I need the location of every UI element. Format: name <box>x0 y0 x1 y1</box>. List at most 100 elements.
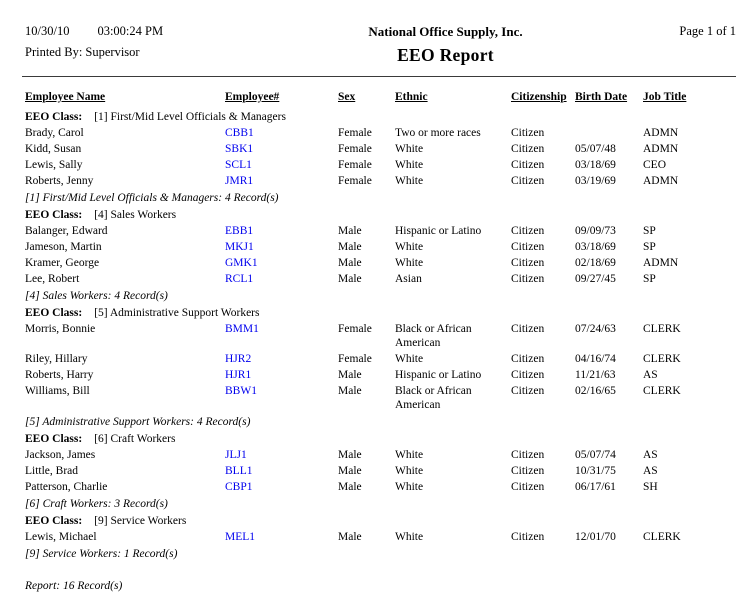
employee-row: Little, Brad BLL1 Male White Citizen 10/31/75… <box>25 463 738 479</box>
employee-number-link[interactable]: CBB1 <box>225 127 254 139</box>
cell-name: Lee, Robert <box>25 273 80 285</box>
employee-row: Balanger, Edward EBB1 Male Hispanic or Lati… <box>25 223 738 239</box>
employee-number-link[interactable]: BMM1 <box>225 323 259 335</box>
eeo-class-label: EEO Class: <box>25 515 83 527</box>
cell-birth-date: 05/07/48 <box>575 143 616 155</box>
eeo-class-label: EEO Class: <box>25 111 83 123</box>
cell-job-title: CLERK <box>643 385 681 397</box>
employee-number-link[interactable]: HJR1 <box>225 369 252 381</box>
cell-ethnic: White <box>395 481 424 493</box>
eeo-class-value: [6] Craft Workers <box>94 433 176 445</box>
eeo-class-header: EEO Class: [5] Administrative Support Wor… <box>25 305 738 321</box>
page-indicator: Page 1 of 1 <box>679 24 736 38</box>
report-header: 10/30/10 03:00:24 PM Printed By: Supervis… <box>25 24 738 66</box>
cell-birth-date: 02/16/65 <box>575 385 616 397</box>
cell-sex: Male <box>338 257 362 269</box>
employee-number-link[interactable]: MKJ1 <box>225 241 254 253</box>
cell-name: Lewis, Michael <box>25 531 97 543</box>
cell-job-title: CLERK <box>643 323 681 335</box>
group-summary: [9] Service Workers: 1 Record(s) <box>25 548 178 560</box>
column-header-citizenship: Citizenship <box>511 91 567 103</box>
column-header-sex: Sex <box>338 91 356 103</box>
cell-ethnic: Two or more races <box>395 127 481 139</box>
eeo-class-value: [5] Administrative Support Workers <box>94 307 260 319</box>
cell-ethnic: White <box>395 143 424 155</box>
cell-name: Roberts, Harry <box>25 369 94 381</box>
cell-citizenship: Citizen <box>511 159 545 171</box>
cell-citizenship: Citizen <box>511 143 545 155</box>
employee-number-link[interactable]: MEL1 <box>225 531 256 543</box>
cell-sex: Female <box>338 323 372 335</box>
cell-ethnic: White <box>395 159 424 171</box>
eeo-class-label: EEO Class: <box>25 209 83 221</box>
cell-citizenship: Citizen <box>511 273 545 285</box>
cell-job-title: ADMN <box>643 257 679 269</box>
employee-number-link[interactable]: JLJ1 <box>225 449 247 461</box>
cell-ethnic: White <box>395 449 424 461</box>
employee-number-link[interactable]: BBW1 <box>225 385 257 397</box>
employee-row: Roberts, Harry HJR1 Male Hispanic or Latino… <box>25 367 738 383</box>
cell-job-title: AS <box>643 465 658 477</box>
cell-name: Morris, Bonnie <box>25 323 96 335</box>
cell-job-title: SP <box>643 241 656 253</box>
cell-ethnic: White <box>395 257 424 269</box>
employee-number-link[interactable]: SBK1 <box>225 143 254 155</box>
cell-sex: Male <box>338 531 362 543</box>
cell-sex: Male <box>338 225 362 237</box>
eeo-class-header: EEO Class: [9] Service Workers <box>25 513 738 529</box>
cell-name: Balanger, Edward <box>25 225 108 237</box>
cell-name: Little, Brad <box>25 465 79 477</box>
employee-number-link[interactable]: BLL1 <box>225 465 253 477</box>
cell-job-title: CLERK <box>643 353 681 365</box>
cell-sex: Female <box>338 175 372 187</box>
cell-birth-date: 12/01/70 <box>575 531 616 543</box>
cell-ethnic: Hispanic or Latino <box>395 225 482 237</box>
print-datetime: 10/30/10 03:00:24 PM <box>25 24 260 39</box>
employee-row: Brady, Carol CBB1 Female Two or more races C… <box>25 125 738 141</box>
cell-sex: Female <box>338 159 372 171</box>
cell-name: Williams, Bill <box>25 385 90 397</box>
employee-number-link[interactable]: SCL1 <box>225 159 252 171</box>
cell-sex: Male <box>338 369 362 381</box>
employee-row: Williams, Bill BBW1 Male Black or African A… <box>25 383 738 413</box>
report-title: EEO Report <box>397 45 494 65</box>
report-titles: National Office Supply, Inc. EEO Report <box>260 24 631 66</box>
cell-job-title: SP <box>643 273 656 285</box>
cell-sex: Female <box>338 127 372 139</box>
printed-by: Printed By: Supervisor <box>25 45 260 60</box>
cell-name: Brady, Carol <box>25 127 84 139</box>
group-summary: [6] Craft Workers: 3 Record(s) <box>25 498 168 510</box>
cell-citizenship: Citizen <box>511 449 545 461</box>
employee-row: Lewis, Sally SCL1 Female White Citizen 03/18/… <box>25 157 738 173</box>
table-header-row: Employee Name Employee# Sex Ethnic Citizensh… <box>25 89 738 105</box>
cell-sex: Male <box>338 449 362 461</box>
employee-number-link[interactable]: EBB1 <box>225 225 254 237</box>
cell-sex: Male <box>338 481 362 493</box>
employee-number-link[interactable]: CBP1 <box>225 481 253 493</box>
eeo-class-value: [9] Service Workers <box>94 515 187 527</box>
cell-citizenship: Citizen <box>511 481 545 493</box>
employee-number-link[interactable]: RCL1 <box>225 273 254 285</box>
employee-number-link[interactable]: GMK1 <box>225 257 258 269</box>
employee-row: Jackson, James JLJ1 Male White Citizen 05/07/… <box>25 447 738 463</box>
cell-sex: Male <box>338 465 362 477</box>
cell-job-title: SH <box>643 481 658 493</box>
employee-row: Kidd, Susan SBK1 Female White Citizen 05/07/4… <box>25 141 738 157</box>
employee-number-link[interactable]: JMR1 <box>225 175 254 187</box>
cell-name: Jackson, James <box>25 449 96 461</box>
cell-sex: Male <box>338 241 362 253</box>
cell-job-title: CEO <box>643 159 666 171</box>
eeo-class-label: EEO Class: <box>25 307 83 319</box>
cell-sex: Male <box>338 273 362 285</box>
cell-citizenship: Citizen <box>511 531 545 543</box>
eeo-class-label: EEO Class: <box>25 433 83 445</box>
cell-birth-date: 03/18/69 <box>575 159 616 171</box>
employee-number-link[interactable]: HJR2 <box>225 353 252 365</box>
column-header-job-title: Job Title <box>643 91 687 103</box>
cell-ethnic: White <box>395 175 424 187</box>
cell-job-title: AS <box>643 369 658 381</box>
cell-name: Riley, Hillary <box>25 353 88 365</box>
eeo-class-value: [1] First/Mid Level Officials & Managers <box>94 111 286 123</box>
cell-birth-date: 06/17/61 <box>575 481 616 493</box>
cell-citizenship: Citizen <box>511 323 545 335</box>
